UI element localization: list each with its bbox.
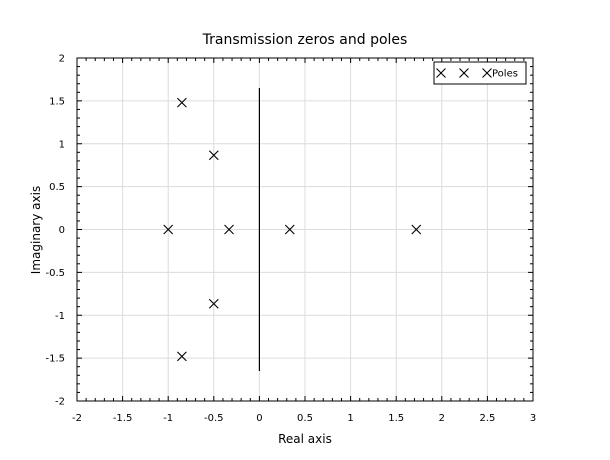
x-marker-stroke — [284, 224, 295, 235]
legend-pole-marker — [459, 68, 469, 78]
y-tick-label: 2 — [59, 54, 65, 65]
x-tick-label: 1.5 — [388, 413, 404, 424]
x-tick-label: 3 — [530, 413, 536, 424]
y-axis-label: Imaginary axis — [29, 186, 43, 274]
x-tick-label: 0.5 — [297, 413, 313, 424]
legend-markers — [436, 68, 492, 78]
x-marker-stroke — [208, 298, 219, 309]
x-axis-label: Real axis — [278, 432, 332, 446]
legend-box — [433, 61, 527, 85]
legend-label-poles: Poles — [492, 69, 518, 80]
x-marker-stroke — [163, 224, 174, 235]
x-marker-stroke — [224, 224, 234, 235]
y-tick-label: -1 — [55, 311, 65, 322]
y-tick-label: -2 — [55, 397, 65, 408]
axis-ticks — [76, 57, 534, 402]
pole-marker — [176, 97, 187, 108]
x-marker-stroke — [411, 224, 422, 235]
x-marker-stroke — [208, 150, 219, 161]
y-tick-label: 0 — [59, 225, 65, 236]
chart-title: Transmission zeros and poles — [202, 32, 408, 48]
x-marker-stroke — [176, 97, 187, 108]
y-tick-label: -1.5 — [45, 354, 65, 365]
x-tick-label: -2 — [72, 413, 82, 424]
pole-marker — [163, 224, 174, 235]
legend-pole-marker — [436, 68, 446, 78]
pole-marker — [224, 224, 234, 235]
x-marker-stroke — [459, 68, 469, 78]
pole-marker — [208, 298, 219, 309]
pole-marker — [284, 224, 295, 235]
y-tick-label: -0.5 — [45, 268, 65, 279]
poles-series — [163, 97, 422, 362]
legend-pole-marker — [482, 68, 492, 78]
legend: Poles — [433, 61, 527, 85]
x-tick-label: 1 — [347, 413, 353, 424]
x-tick-label: -1.5 — [113, 413, 133, 424]
y-tick-labels: -2 -1.5 -1 -0.5 0 0.5 1 1.5 2 — [45, 54, 65, 408]
x-tick-label: -0.5 — [204, 413, 224, 424]
y-tick-label: 0.5 — [49, 182, 65, 193]
x-marker-stroke — [176, 351, 187, 362]
y-tick-label: 1 — [59, 139, 65, 150]
x-tick-labels: -2 -1.5 -1 -0.5 0 0.5 1 1.5 2 2.5 3 — [72, 413, 536, 424]
x-tick-label: 0 — [256, 413, 262, 424]
pole-marker — [411, 224, 422, 235]
y-tick-label: 1.5 — [49, 96, 65, 107]
x-tick-label: 2 — [439, 413, 445, 424]
x-tick-label: 2.5 — [479, 413, 495, 424]
pole-marker — [176, 351, 187, 362]
x-tick-label: -1 — [163, 413, 173, 424]
x-marker-stroke — [482, 68, 492, 78]
pole-marker — [208, 150, 219, 161]
x-marker-stroke — [436, 68, 446, 78]
